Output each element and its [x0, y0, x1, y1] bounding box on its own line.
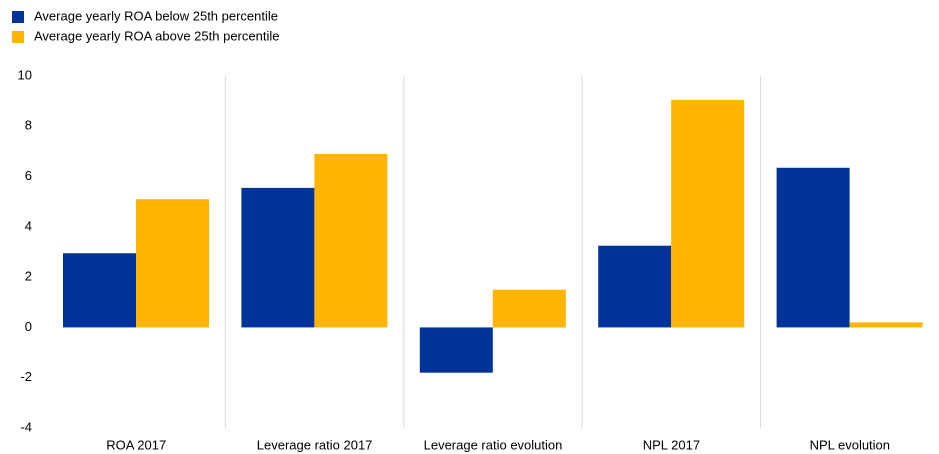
bar	[63, 253, 136, 328]
x-tick-label: Leverage ratio 2017	[257, 437, 373, 452]
y-tick-label: 2	[25, 269, 32, 284]
legend-label: Average yearly ROA above 25th percentile	[34, 28, 279, 43]
y-tick-label: -4	[20, 419, 32, 434]
bar	[241, 187, 315, 328]
bar	[671, 99, 745, 328]
y-tick-label: 6	[25, 168, 32, 183]
bar	[776, 167, 850, 328]
y-tick-label: 4	[25, 218, 32, 233]
bar	[598, 245, 672, 328]
bar	[136, 199, 209, 328]
y-tick-label: 10	[18, 67, 32, 82]
legend-label: Average yearly ROA below 25th percentile	[34, 8, 278, 23]
x-tick-label: ROA 2017	[106, 437, 166, 452]
bar	[314, 153, 388, 328]
bar	[849, 322, 923, 328]
bar	[419, 327, 493, 373]
x-tick-label: Leverage ratio evolution	[424, 437, 563, 452]
bar	[492, 289, 566, 328]
x-tick-label: NPL 2017	[643, 437, 700, 452]
legend-swatch	[12, 31, 24, 43]
legend-swatch	[12, 11, 24, 23]
x-tick-label: NPL evolution	[810, 437, 890, 452]
y-tick-label: 8	[25, 118, 32, 133]
y-tick-label: 0	[25, 319, 32, 334]
y-tick-label: -2	[20, 369, 32, 384]
